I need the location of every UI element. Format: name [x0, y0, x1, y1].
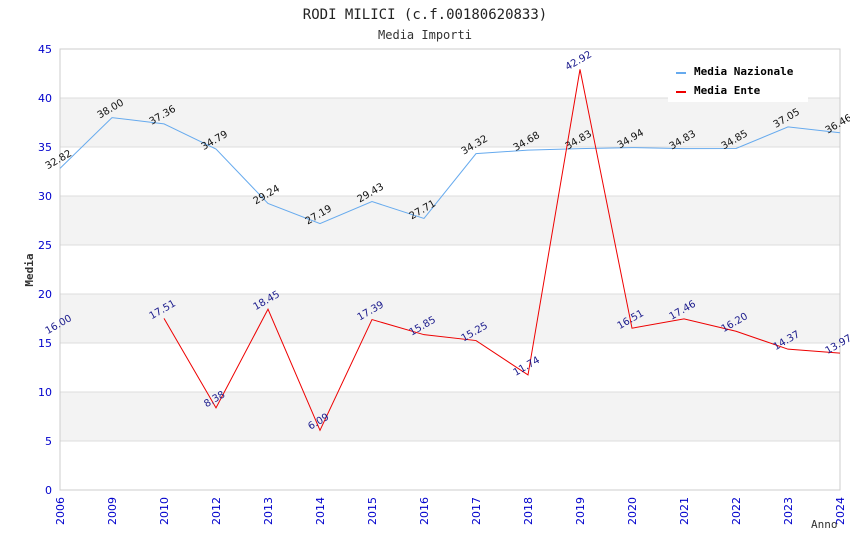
- x-tick-label: 2009: [106, 497, 119, 525]
- media-nazionale-line: [59, 117, 841, 225]
- y-tick-label: 10: [38, 386, 52, 399]
- x-tick-label: 2013: [262, 497, 275, 525]
- grid-band: [60, 98, 840, 147]
- y-tick-label: 5: [45, 435, 52, 448]
- legend-box: [668, 58, 808, 102]
- x-tick-label: 2016: [418, 497, 431, 525]
- plot-frame: [59, 48, 841, 491]
- x-tick-label: 2018: [522, 497, 535, 525]
- y-tick-label: 0: [45, 484, 52, 497]
- y-tick-label: 25: [38, 239, 52, 252]
- y-tick-label: 15: [38, 337, 52, 350]
- grid-bands: [60, 98, 840, 441]
- x-axis-ticks: 2006 2009 2010 2012 2013 2014 2015 2016 2017 2018…: [54, 497, 847, 525]
- grid-band: [60, 392, 840, 441]
- x-tick-label: 2012: [210, 497, 223, 525]
- media-ente-line: [163, 69, 841, 432]
- chart-subtitle: Media Importi: [378, 28, 472, 42]
- x-axis-label: Anno: [811, 518, 838, 531]
- grid-band: [60, 196, 840, 245]
- x-tick-label: 2017: [470, 497, 483, 525]
- y-tick-label: 35: [38, 141, 52, 154]
- y-tick-label: 40: [38, 92, 52, 105]
- x-tick-label: 2019: [574, 497, 587, 525]
- x-tick-label: 2006: [54, 497, 67, 525]
- y-tick-label: 20: [38, 288, 52, 301]
- legend: Media Nazionale Media Ente: [668, 58, 808, 102]
- x-tick-label: 2022: [730, 497, 743, 525]
- grid-band: [60, 294, 840, 343]
- media-ente-data-label: 42.92: [564, 49, 594, 73]
- legend-label: Media Ente: [694, 84, 761, 97]
- x-tick-label: 2023: [782, 497, 795, 525]
- chart-title: RODI MILICI (c.f.00180620833): [303, 7, 547, 23]
- x-tick-label: 2014: [314, 497, 327, 525]
- y-axis-ticks: 0 5 10 15 20 25 30 35 40 45: [38, 43, 52, 497]
- media-ente-data-label: 11.74: [512, 355, 542, 379]
- y-tick-label: 45: [38, 43, 52, 56]
- y-axis-label: Media: [23, 253, 36, 286]
- legend-swatch: [676, 91, 686, 93]
- x-tick-label: 2010: [158, 497, 171, 525]
- x-tick-label: 2024: [834, 497, 847, 525]
- series-lines: [59, 69, 841, 432]
- legend-swatch: [676, 72, 686, 74]
- y-tick-label: 30: [38, 190, 52, 203]
- x-tick-label: 2020: [626, 497, 639, 525]
- x-tick-label: 2021: [678, 497, 691, 525]
- legend-label: Media Nazionale: [694, 65, 794, 78]
- x-tick-label: 2015: [366, 497, 379, 525]
